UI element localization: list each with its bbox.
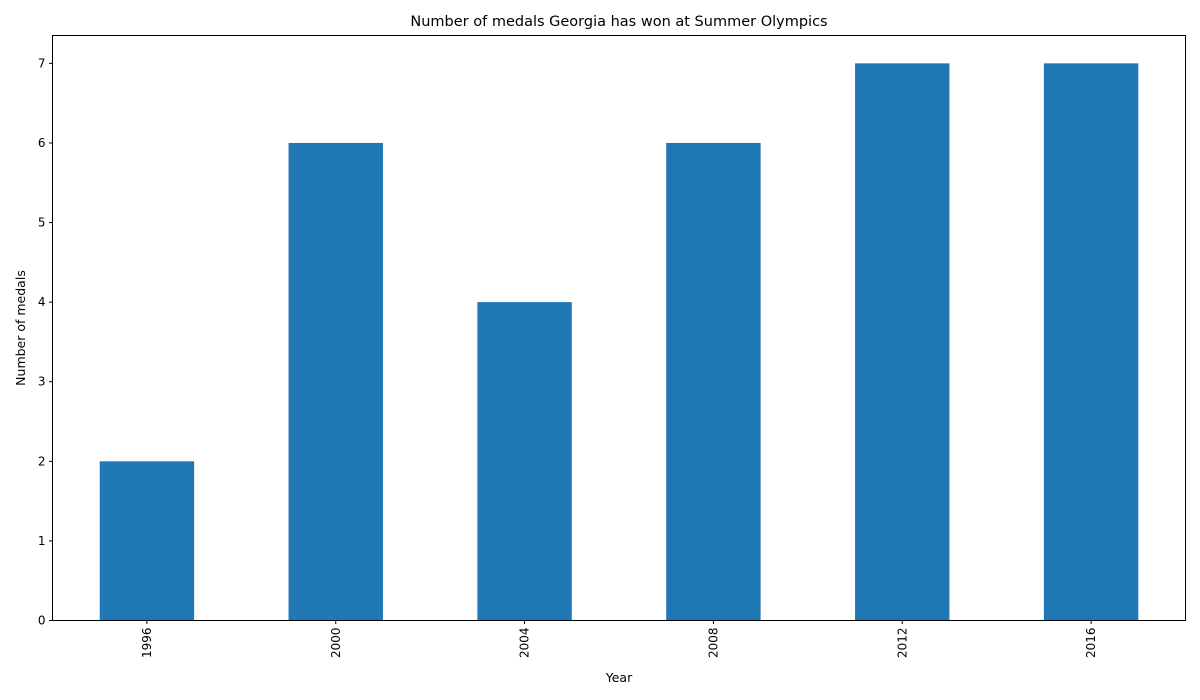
- bar-2016: [1043, 63, 1139, 621]
- x-tick-label: 2016: [1084, 628, 1098, 659]
- x-tick-label: 2008: [706, 628, 720, 659]
- y-tick-label: 4: [38, 295, 46, 309]
- y-tick-label: 2: [38, 454, 46, 468]
- y-tick-label: 0: [38, 614, 46, 628]
- bar-2012: [855, 63, 950, 621]
- x-axis: 1996 2000 2004 2008 2012 2016: [140, 620, 1098, 659]
- y-axis-label: Number of medals: [13, 270, 28, 386]
- y-tick-label: 5: [38, 216, 46, 230]
- y-tick-label: 1: [38, 534, 46, 548]
- plot-frame: [52, 35, 1186, 621]
- x-tick-label: 2000: [329, 628, 343, 659]
- bar-1996: [99, 461, 195, 621]
- x-tick-label: 2012: [895, 628, 909, 659]
- chart-title: Number of medals Georgia has won at Summ…: [410, 14, 827, 30]
- bars-group: [99, 63, 1139, 621]
- x-axis-label: Year: [605, 670, 633, 685]
- x-tick-label: 2004: [518, 628, 532, 659]
- y-tick-label: 3: [38, 375, 46, 389]
- x-tick-label: 1996: [140, 628, 154, 659]
- bar-2000: [288, 142, 383, 621]
- bar-2004: [477, 302, 572, 621]
- y-tick-label: 6: [38, 136, 46, 150]
- y-tick-label: 7: [38, 56, 46, 70]
- bar-2008: [666, 142, 761, 621]
- y-axis: 0 1 2 3 4 5 6 7: [38, 56, 53, 628]
